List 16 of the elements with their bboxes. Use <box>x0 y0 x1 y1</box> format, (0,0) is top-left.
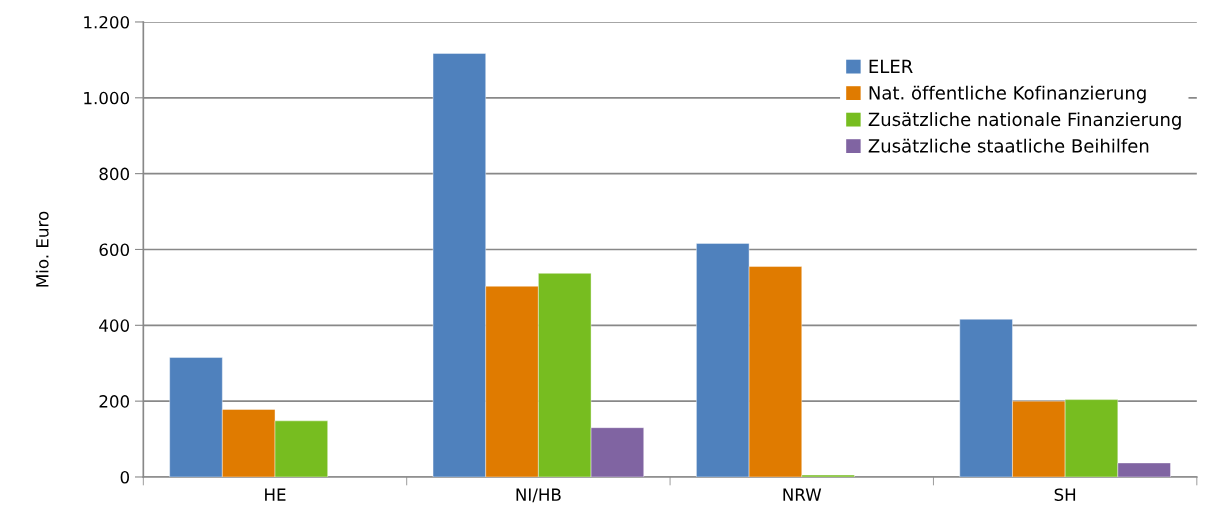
x-tick-label: SH <box>1054 488 1076 501</box>
legend-label: ELER <box>869 59 913 73</box>
x-tick-label: NRW <box>783 488 822 501</box>
y-tick-label: 0 <box>120 470 130 484</box>
y-tick-label: 200 <box>99 395 130 408</box>
legend-label: Zusätzliche staatliche Beihilfen <box>868 138 1149 153</box>
x-tick-label: HE <box>265 488 286 501</box>
y-axis-title: Mio. Euro <box>35 211 49 287</box>
y-tick-label: 1.000 <box>84 91 130 105</box>
y-tick-label: 800 <box>99 167 130 181</box>
legend-label: Nat. öffentliche Kofinanzierung <box>869 85 1146 104</box>
y-tick-label: 1.200 <box>84 15 130 29</box>
legend-label: Zusätzliche nationale Finanzierung <box>868 112 1181 130</box>
y-tick-label: 600 <box>99 243 130 257</box>
x-tick-label: NI/HB <box>516 488 561 503</box>
y-tick-label: 400 <box>99 319 130 332</box>
